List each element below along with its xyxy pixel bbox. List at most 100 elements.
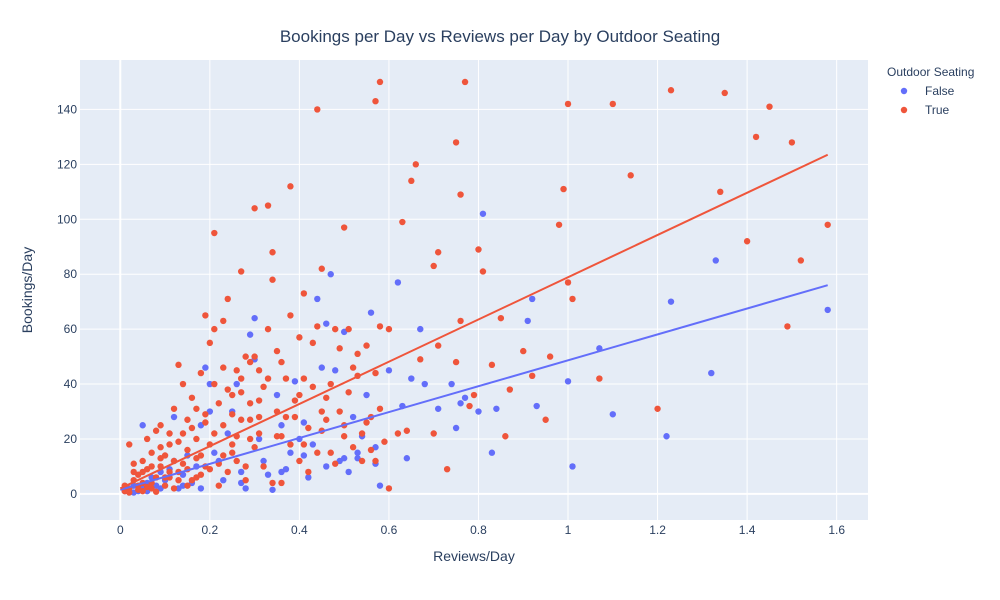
data-point-true[interactable] bbox=[332, 460, 339, 467]
data-point-true[interactable] bbox=[287, 312, 294, 319]
data-point-true[interactable] bbox=[788, 139, 796, 146]
data-point-true[interactable] bbox=[220, 317, 227, 325]
data-point-true[interactable] bbox=[282, 413, 290, 421]
data-point-true[interactable] bbox=[296, 457, 303, 465]
data-point-false[interactable] bbox=[323, 463, 330, 470]
data-point-false[interactable] bbox=[434, 405, 442, 412]
data-point-true[interactable] bbox=[130, 460, 137, 467]
data-point-true[interactable] bbox=[609, 100, 616, 108]
data-point-true[interactable] bbox=[233, 457, 240, 465]
data-point-true[interactable] bbox=[282, 375, 290, 382]
data-point-true[interactable] bbox=[743, 238, 751, 245]
data-point-false[interactable] bbox=[233, 380, 240, 388]
data-point-true[interactable] bbox=[157, 422, 164, 429]
data-point-false[interactable] bbox=[237, 468, 245, 476]
data-point-true[interactable] bbox=[376, 78, 384, 86]
data-point-true[interactable] bbox=[300, 290, 308, 297]
data-point-true[interactable] bbox=[202, 411, 209, 418]
data-point-true[interactable] bbox=[260, 383, 267, 391]
data-point-false[interactable] bbox=[291, 378, 299, 385]
data-point-true[interactable] bbox=[264, 375, 272, 382]
data-point-true[interactable] bbox=[363, 342, 370, 349]
data-point-false[interactable] bbox=[421, 380, 428, 388]
data-point-false[interactable] bbox=[529, 295, 536, 303]
data-point-true[interactable] bbox=[255, 397, 263, 404]
data-point-true[interactable] bbox=[197, 452, 205, 459]
data-point-true[interactable] bbox=[237, 375, 245, 382]
data-point-true[interactable] bbox=[314, 449, 321, 456]
data-point-true[interactable] bbox=[188, 424, 196, 432]
data-point-true[interactable] bbox=[385, 325, 393, 333]
data-point-false[interactable] bbox=[345, 468, 352, 476]
data-point-true[interactable] bbox=[179, 380, 187, 388]
data-point-true[interactable] bbox=[461, 78, 469, 86]
data-point-true[interactable] bbox=[273, 347, 281, 355]
data-point-false[interactable] bbox=[376, 482, 384, 489]
data-point-true[interactable] bbox=[246, 400, 254, 407]
data-point-true[interactable] bbox=[278, 433, 285, 440]
data-point-true[interactable] bbox=[193, 435, 200, 443]
data-point-true[interactable] bbox=[470, 391, 478, 399]
data-point-true[interactable] bbox=[291, 413, 299, 421]
data-point-true[interactable] bbox=[278, 358, 285, 366]
data-point-true[interactable] bbox=[224, 386, 231, 393]
data-point-true[interactable] bbox=[278, 479, 285, 487]
data-point-true[interactable] bbox=[215, 400, 222, 407]
data-point-false[interactable] bbox=[367, 309, 375, 316]
data-point-true[interactable] bbox=[255, 430, 263, 437]
data-point-true[interactable] bbox=[300, 375, 308, 382]
data-point-true[interactable] bbox=[237, 268, 245, 275]
data-point-true[interactable] bbox=[269, 249, 276, 256]
data-point-true[interactable] bbox=[332, 325, 339, 333]
legend-item-false[interactable]: False bbox=[900, 84, 955, 98]
data-point-true[interactable] bbox=[542, 416, 549, 423]
data-point-true[interactable] bbox=[376, 405, 384, 412]
data-point-true[interactable] bbox=[314, 106, 321, 113]
data-point-true[interactable] bbox=[430, 430, 437, 437]
data-point-true[interactable] bbox=[184, 482, 191, 489]
data-point-true[interactable] bbox=[175, 361, 182, 369]
data-point-true[interactable] bbox=[376, 323, 384, 330]
data-point-true[interactable] bbox=[345, 389, 352, 396]
data-point-true[interactable] bbox=[385, 485, 393, 492]
data-point-true[interactable] bbox=[179, 430, 187, 437]
data-point-false[interactable] bbox=[170, 413, 178, 421]
data-point-true[interactable] bbox=[296, 334, 303, 341]
data-point-true[interactable] bbox=[211, 380, 218, 388]
data-point-true[interactable] bbox=[264, 202, 272, 209]
data-point-true[interactable] bbox=[305, 424, 312, 432]
data-point-true[interactable] bbox=[502, 433, 509, 440]
data-point-true[interactable] bbox=[488, 361, 496, 369]
data-point-true[interactable] bbox=[797, 257, 805, 264]
data-point-true[interactable] bbox=[394, 430, 402, 437]
data-point-true[interactable] bbox=[215, 482, 222, 489]
data-point-true[interactable] bbox=[152, 427, 160, 434]
data-point-true[interactable] bbox=[229, 391, 236, 399]
data-point-false[interactable] bbox=[242, 485, 249, 492]
data-point-true[interactable] bbox=[452, 139, 460, 146]
data-point-true[interactable] bbox=[188, 394, 196, 401]
data-point-true[interactable] bbox=[654, 405, 661, 412]
data-point-true[interactable] bbox=[372, 369, 379, 377]
data-point-false[interactable] bbox=[569, 463, 576, 470]
data-point-true[interactable] bbox=[824, 221, 831, 228]
data-point-true[interactable] bbox=[349, 444, 357, 451]
data-point-true[interactable] bbox=[184, 416, 191, 423]
data-point-true[interactable] bbox=[358, 457, 366, 465]
data-point-true[interactable] bbox=[233, 367, 240, 374]
data-point-false[interactable] bbox=[394, 279, 402, 286]
data-point-true[interactable] bbox=[224, 468, 231, 476]
data-point-false[interactable] bbox=[206, 380, 214, 388]
data-point-false[interactable] bbox=[403, 455, 411, 462]
data-point-true[interactable] bbox=[287, 441, 294, 448]
data-point-true[interactable] bbox=[139, 468, 146, 476]
data-point-true[interactable] bbox=[224, 295, 231, 303]
data-point-true[interactable] bbox=[497, 314, 505, 322]
data-point-false[interactable] bbox=[385, 367, 393, 374]
data-point-false[interactable] bbox=[139, 422, 146, 429]
data-point-false[interactable] bbox=[202, 364, 209, 371]
data-point-true[interactable] bbox=[255, 413, 263, 421]
data-point-true[interactable] bbox=[148, 485, 155, 492]
data-point-true[interactable] bbox=[412, 161, 419, 168]
data-point-false[interactable] bbox=[488, 449, 496, 456]
